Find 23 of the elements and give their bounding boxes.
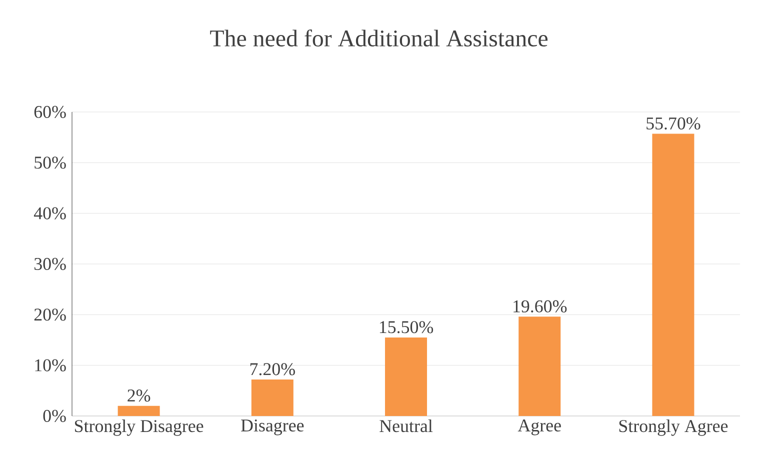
x-tick-label: Strongly Agree	[619, 419, 728, 436]
data-label: 7.20%	[250, 363, 295, 376]
chart-title: The need for Additional Assistance	[210, 29, 548, 47]
bar	[518, 316, 561, 416]
data-label: 15.50%	[380, 321, 434, 334]
y-tick-label: 40%	[34, 207, 66, 220]
bar	[118, 406, 160, 416]
x-tick-label: Strongly Disagree	[75, 419, 204, 436]
y-tick-label: 50%	[34, 156, 66, 169]
data-label: 55.70%	[646, 117, 700, 130]
data-label: 19.60%	[514, 300, 567, 312]
bar	[251, 380, 294, 416]
x-tick-label: Disagree	[241, 420, 304, 436]
x-tick-label: Neutral	[380, 419, 433, 432]
x-tick-label: Agree	[518, 420, 561, 436]
y-tick-label: 20%	[34, 308, 66, 321]
bar	[652, 134, 694, 416]
y-tick-label: 60%	[34, 106, 66, 118]
y-tick-label: 30%	[34, 258, 66, 270]
y-tick-label: 10%	[35, 359, 66, 372]
y-tick-label: 0%	[43, 410, 66, 422]
data-label: 2%	[128, 389, 150, 402]
bar	[385, 337, 428, 416]
